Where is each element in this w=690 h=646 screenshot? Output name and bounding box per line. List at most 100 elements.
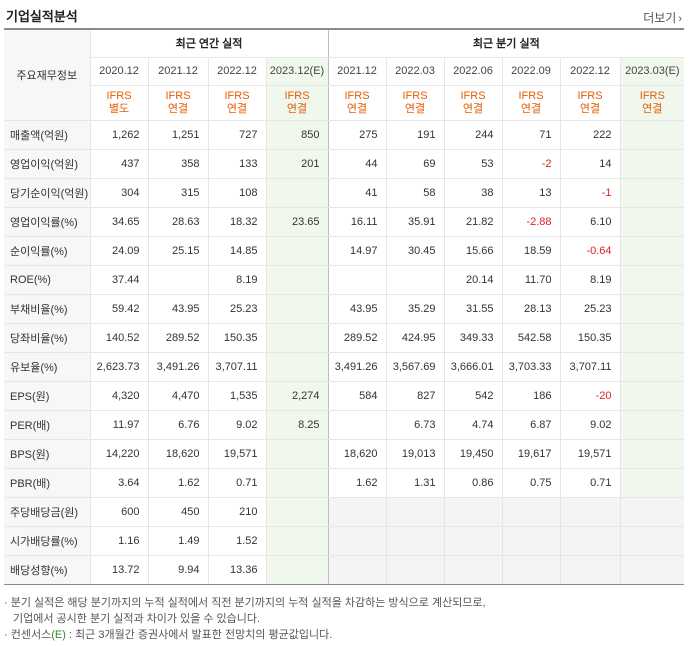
period-header: 2022.09 <box>501 57 561 86</box>
value-cell <box>619 236 685 266</box>
value-cell <box>443 526 503 556</box>
value-cell <box>265 178 329 208</box>
row-label: PER(배) <box>4 410 90 440</box>
ifrs-label: IFRS <box>402 89 428 102</box>
value-cell <box>327 265 387 295</box>
value-cell: 23.65 <box>265 206 329 237</box>
value-cell: 58 <box>385 178 445 208</box>
value-cell <box>265 555 329 585</box>
ifrs-label: IFRS <box>639 89 665 102</box>
value-cell: 6.76 <box>147 410 208 440</box>
value-cell <box>619 380 685 411</box>
value-cell: 1,262 <box>89 119 148 150</box>
value-cell: 30.45 <box>385 236 445 266</box>
value-cell: 1.16 <box>89 526 148 556</box>
table-row: 배당성향(%) 13.72 9.94 13.36 <box>4 555 685 585</box>
value-cell: 19,013 <box>385 439 445 469</box>
value-cell: 34.65 <box>89 206 148 237</box>
value-cell: 437 <box>89 149 148 179</box>
value-cell <box>501 526 561 556</box>
value-cell: 827 <box>385 380 445 411</box>
value-cell: 542.58 <box>501 323 561 353</box>
value-cell <box>619 352 685 382</box>
row-label: 부채비율(%) <box>4 293 90 324</box>
value-cell: 35.29 <box>385 293 445 324</box>
row-label: ROE(%) <box>4 265 90 295</box>
basis-label: 별도 <box>108 102 130 115</box>
value-cell: 3,707.11 <box>559 352 621 382</box>
value-cell: 424.95 <box>385 323 445 353</box>
value-cell <box>559 555 621 585</box>
value-cell: 4.74 <box>443 410 503 440</box>
value-cell <box>619 410 685 440</box>
value-cell: 28.63 <box>147 206 208 237</box>
more-link[interactable]: 더보기 › <box>643 9 682 26</box>
value-cell <box>559 497 621 527</box>
value-cell: 6.73 <box>385 410 445 440</box>
value-cell: 18.59 <box>501 236 561 266</box>
accounting-standard-header: IFRS 연결 <box>265 85 329 121</box>
footnote-2: · 컨센서스(E) : 최근 3개월간 증권사에서 발표한 전망치의 평균값입니… <box>4 629 333 641</box>
value-cell: 108 <box>207 178 266 208</box>
value-cell: 24.09 <box>89 236 148 266</box>
value-cell: -0.64 <box>559 236 621 266</box>
accounting-standard-header: IFRS 연결 <box>619 85 685 121</box>
basis-label: 연결 <box>520 102 542 115</box>
value-cell <box>265 497 329 527</box>
value-cell: 0.71 <box>559 467 621 498</box>
value-cell: 3,491.26 <box>147 352 208 382</box>
value-cell <box>265 352 329 382</box>
value-cell: 1.52 <box>207 526 266 556</box>
quarter-group-header: 최근 분기 실적 <box>327 28 685 58</box>
table-row: 주당배당금(원) 600 450 210 <box>4 497 685 527</box>
value-cell: 201 <box>265 149 329 179</box>
accounting-standard-header: IFRS 연결 <box>559 85 621 121</box>
value-cell: 41 <box>327 178 387 208</box>
value-cell: 140.52 <box>89 323 148 353</box>
value-cell: 35.91 <box>385 206 445 237</box>
value-cell: 1,535 <box>207 380 266 411</box>
value-cell: 9.02 <box>207 410 266 440</box>
value-cell: 71 <box>501 119 561 150</box>
row-label: 시가배당률(%) <box>4 526 90 556</box>
value-cell: 1.62 <box>147 467 208 498</box>
value-cell: 19,450 <box>443 439 503 469</box>
value-cell: 18,620 <box>327 439 387 469</box>
value-cell: 13 <box>501 178 561 208</box>
ifrs-label: IFRS <box>344 89 370 102</box>
value-cell: 304 <box>89 178 148 208</box>
value-cell: 13.72 <box>89 555 148 585</box>
basis-label: 연결 <box>286 102 308 115</box>
basis-label: 연결 <box>579 102 601 115</box>
accounting-standard-header: IFRS 연결 <box>327 85 387 121</box>
accounting-standard-header: IFRS 연결 <box>385 85 445 121</box>
period-header: 2023.12(E) <box>265 57 329 86</box>
value-cell <box>619 497 685 527</box>
value-cell: 59.42 <box>89 293 148 324</box>
value-cell: 0.75 <box>501 467 561 498</box>
annual-group-header: 최근 연간 실적 <box>89 28 329 58</box>
value-cell: 14.85 <box>207 236 266 266</box>
footnote-1-cont: 기업에서 공시한 분기 실적과 차이가 있을 수 있습니다. <box>13 613 261 625</box>
value-cell: 1,251 <box>147 119 208 150</box>
table-row: PBR(배) 3.64 1.62 0.71 1.62 1.31 0.86 0.75 0.71 <box>4 467 685 498</box>
value-cell <box>385 526 445 556</box>
value-cell: 31.55 <box>443 293 503 324</box>
value-cell: 14,220 <box>89 439 148 469</box>
estimate-mark: (E) <box>51 629 66 641</box>
ifrs-label: IFRS <box>577 89 603 102</box>
value-cell: -20 <box>559 380 621 411</box>
value-cell <box>619 526 685 556</box>
table-row: PER(배) 11.97 6.76 9.02 8.25 6.73 4.74 6.87 9.02 <box>4 410 685 440</box>
value-cell <box>619 293 685 324</box>
value-cell <box>265 439 329 469</box>
ifrs-row: IFRS 별도 IFRS 연결 IFRS 연결 IFRS 연결 IFRS 연결 IFRS 연결 IFRS… <box>4 85 685 121</box>
footnote-1: · 분기 실적은 해당 분기까지의 누적 실적에서 직전 분기까지의 누적 실적… <box>4 597 486 609</box>
value-cell <box>619 119 685 150</box>
value-cell <box>619 149 685 179</box>
value-cell: 37.44 <box>89 265 148 295</box>
value-cell: 20.14 <box>443 265 503 295</box>
value-cell: 210 <box>207 497 266 527</box>
value-cell: -2 <box>501 149 561 179</box>
value-cell: 727 <box>207 119 266 150</box>
